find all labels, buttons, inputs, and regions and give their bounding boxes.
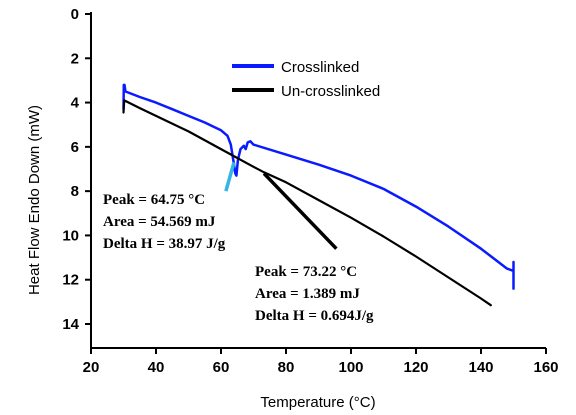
x-tick-label: 40 — [148, 359, 165, 376]
x-tick-label: 160 — [533, 359, 558, 376]
annotation-2-peak: Peak = 73.22 °C — [255, 264, 357, 280]
annotation-2-delta-h: Delta H = 0.694J/g — [255, 308, 374, 324]
legend-label-crosslinked: Crosslinked — [281, 59, 359, 76]
x-tick-label: 140 — [468, 359, 493, 376]
y-tick-label: 6 — [71, 139, 79, 156]
x-tick-label: 80 — [278, 359, 295, 376]
y-axis-title: Heat Flow Endo Down (mW) — [26, 105, 43, 295]
annotation-2-area: Area = 1.389 mJ — [255, 286, 360, 302]
annotation-1-delta-h: Delta H = 38.97 J/g — [103, 236, 226, 252]
legend: Crosslinked Un-crosslinked — [232, 59, 380, 100]
chart-frame — [90, 12, 546, 349]
series-line-crosslinked — [122, 83, 515, 290]
annotation-1-peak: Peak = 64.75 °C — [103, 192, 205, 208]
x-tick-label: 120 — [403, 359, 428, 376]
x-tick-label: 20 — [83, 359, 100, 376]
annotation-pointer-1 — [224, 161, 236, 192]
series-line-uncrosslinked — [122, 99, 492, 307]
annotation-crosslinked: Peak = 64.75 °C Area = 54.569 mJ Delta H… — [103, 192, 226, 252]
y-tick-label: 14 — [62, 316, 79, 333]
annotation-uncrosslinked: Peak = 73.22 °C Area = 1.389 mJ Delta H … — [255, 264, 374, 324]
y-tick-label: 12 — [62, 272, 79, 289]
annotation-pointer-2 — [262, 172, 338, 250]
legend-label-uncrosslinked: Un-crosslinked — [281, 83, 380, 100]
x-tick-label: 60 — [213, 359, 230, 376]
y-tick-label: 2 — [71, 50, 79, 67]
y-tick-label: 8 — [71, 183, 79, 200]
annotation-1-area: Area = 54.569 mJ — [103, 214, 216, 230]
axis-ticks: 20 40 60 80 100 120 140 160 0 2 4 6 8 10 12 14 — [62, 6, 558, 376]
y-tick-label: 10 — [62, 227, 79, 244]
annotations-group — [224, 161, 338, 250]
x-axis-title: Temperature (°C) — [260, 394, 375, 411]
x-tick-label: 100 — [338, 359, 363, 376]
series-group — [122, 83, 515, 307]
y-tick-label: 4 — [71, 95, 80, 112]
y-tick-label: 0 — [71, 6, 79, 23]
